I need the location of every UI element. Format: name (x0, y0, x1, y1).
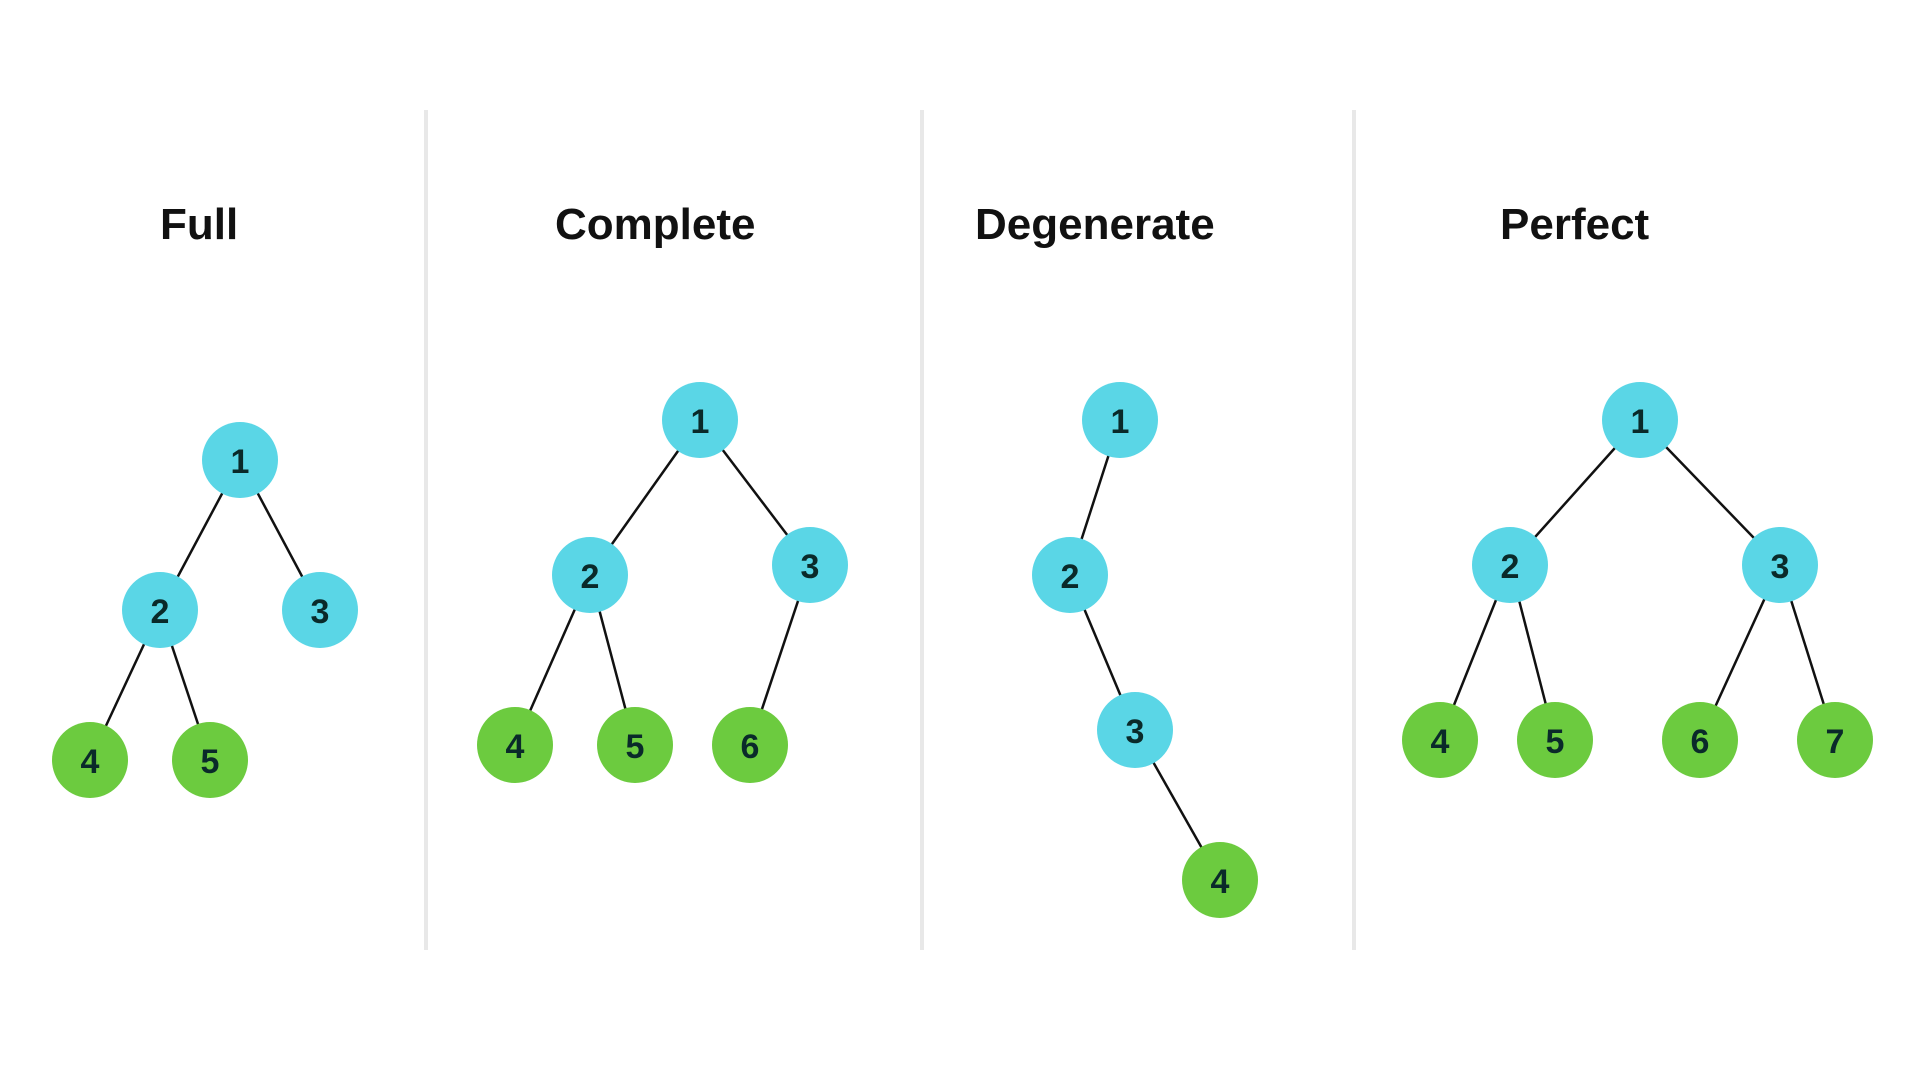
tree-node-label: 2 (581, 558, 600, 596)
tree-node: 3 (1097, 692, 1173, 768)
tree-node-label: 4 (1431, 723, 1450, 761)
tree-node-label: 1 (1111, 403, 1130, 441)
tree-node-label: 3 (1126, 713, 1145, 751)
tree-node: 2 (552, 537, 628, 613)
tree-node-label: 6 (1691, 723, 1710, 761)
tree-node-label: 4 (81, 743, 100, 781)
tree-node-label: 1 (1631, 403, 1650, 441)
tree-node-label: 7 (1826, 723, 1845, 761)
tree-node: 7 (1797, 702, 1873, 778)
panel-divider (920, 110, 924, 950)
tree-node: 4 (477, 707, 553, 783)
tree-title-complete: Complete (555, 200, 755, 250)
tree-node: 2 (122, 572, 198, 648)
tree-node: 3 (282, 572, 358, 648)
tree-node: 6 (712, 707, 788, 783)
tree-node-label: 2 (1501, 548, 1520, 586)
tree-node: 5 (1517, 702, 1593, 778)
tree-title-perfect: Perfect (1500, 200, 1649, 250)
panel-divider (424, 110, 428, 950)
tree-node-label: 6 (741, 728, 760, 766)
tree-node: 2 (1032, 537, 1108, 613)
tree-node-label: 2 (1061, 558, 1080, 596)
tree-node-label: 1 (231, 443, 250, 481)
tree-node: 1 (662, 382, 738, 458)
tree-node-label: 4 (506, 728, 525, 766)
tree-node-label: 4 (1211, 863, 1230, 901)
tree-node: 2 (1472, 527, 1548, 603)
tree-node-label: 3 (801, 548, 820, 586)
tree-node: 5 (597, 707, 673, 783)
tree-node-label: 5 (201, 743, 220, 781)
tree-node: 4 (52, 722, 128, 798)
tree-node: 5 (172, 722, 248, 798)
tree-node-label: 5 (626, 728, 645, 766)
panel-divider (1352, 110, 1356, 950)
tree-node-label: 3 (311, 593, 330, 631)
tree-node: 3 (772, 527, 848, 603)
tree-node-label: 3 (1771, 548, 1790, 586)
tree-title-degenerate: Degenerate (975, 200, 1215, 250)
tree-complete: 1 2 3 4 5 6 (450, 340, 890, 800)
tree-node: 1 (202, 422, 278, 498)
tree-full: 1 2 3 4 5 (30, 370, 390, 810)
tree-perfect: 1 2 3 4 5 6 7 (1380, 340, 1900, 800)
tree-node: 1 (1602, 382, 1678, 458)
tree-node: 6 (1662, 702, 1738, 778)
tree-degenerate: 1 2 3 4 (960, 340, 1320, 960)
tree-node-label: 2 (151, 593, 170, 631)
tree-node-label: 1 (691, 403, 710, 441)
tree-node: 3 (1742, 527, 1818, 603)
tree-node-label: 5 (1546, 723, 1565, 761)
tree-title-full: Full (160, 200, 238, 250)
tree-node: 4 (1402, 702, 1478, 778)
tree-node: 4 (1182, 842, 1258, 918)
tree-node: 1 (1082, 382, 1158, 458)
diagram-canvas: Full Complete Degenerate Perfect 1 2 3 4 5 1… (0, 0, 1920, 1080)
